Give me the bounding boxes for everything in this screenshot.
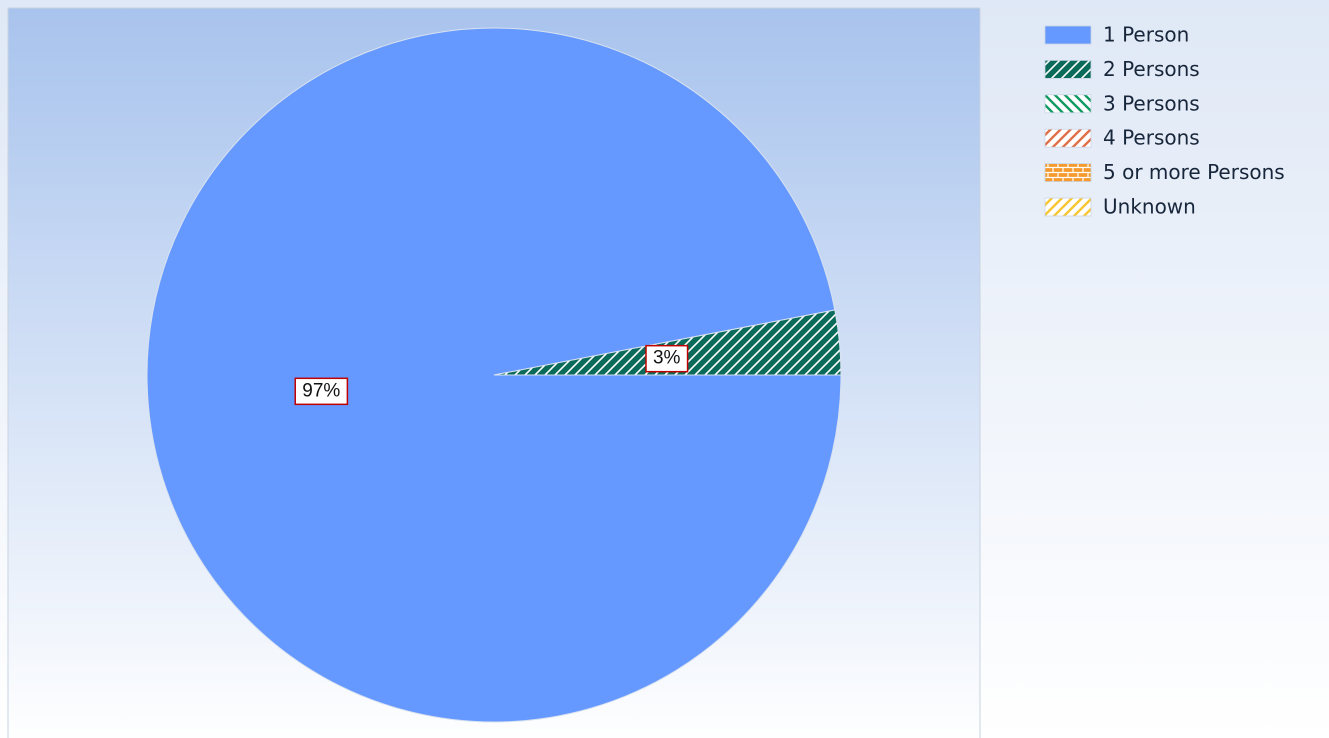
data-label-box: [294, 377, 349, 406]
legend-label: 1 Person: [1103, 23, 1189, 47]
legend-label: 3 Persons: [1103, 91, 1200, 115]
data-label: 3%: [653, 348, 681, 369]
legend-swatch: [1044, 94, 1092, 114]
data-label-box: [645, 344, 689, 373]
legend-label: 2 Persons: [1103, 57, 1200, 81]
legend-swatch: [1044, 163, 1092, 183]
legend-label: 5 or more Persons: [1103, 160, 1285, 184]
legend-swatch: [1044, 25, 1092, 45]
legend-label: 4 Persons: [1103, 126, 1200, 150]
legend-label: Unknown: [1103, 195, 1196, 219]
legend-swatch: [1044, 197, 1092, 217]
legend-swatch: [1044, 60, 1092, 79]
data-label: 97%: [302, 380, 340, 401]
legend-swatch: [1044, 128, 1092, 148]
